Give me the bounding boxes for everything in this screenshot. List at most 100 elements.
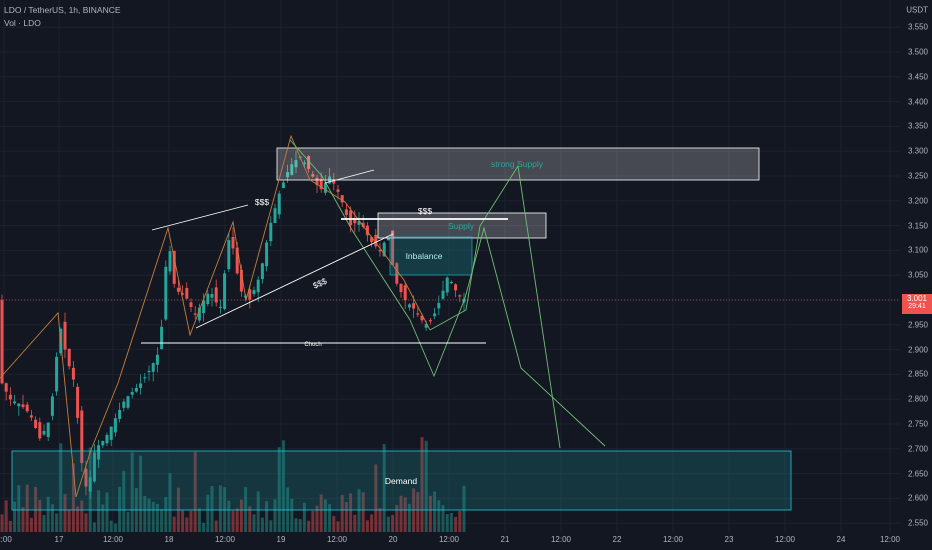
candle-body	[374, 234, 378, 247]
candle-body	[0, 300, 4, 384]
candle-body	[130, 392, 134, 395]
candle-body	[105, 434, 109, 444]
volume-bar	[374, 464, 378, 532]
candle-body	[126, 396, 130, 408]
strong-supply-label: strong Supply	[491, 159, 544, 169]
volume-bar	[50, 504, 54, 532]
candle-body	[239, 269, 243, 292]
time-tick: 18	[164, 535, 174, 544]
time-tick: 19	[276, 535, 286, 544]
symbol-title[interactable]: LDO / TetherUS, 1h, BINANCE	[4, 5, 121, 15]
candle-body	[319, 179, 323, 190]
candle-body	[311, 174, 315, 177]
volume-bar	[454, 516, 458, 532]
volume-bar	[130, 452, 134, 532]
candle-body	[76, 386, 80, 418]
inbalance-zone	[389, 236, 473, 276]
price-tick: 2.900	[907, 345, 928, 355]
candle-body	[193, 313, 197, 315]
volume-bar	[273, 499, 277, 532]
candle-body	[407, 304, 411, 308]
price-tick: 3.550	[907, 22, 928, 32]
candle-body	[92, 452, 96, 482]
candle-body	[428, 320, 432, 322]
current-price-tag: 3.001 29:41	[902, 294, 932, 314]
candle-body	[403, 285, 407, 301]
candle-body	[189, 302, 193, 307]
candle-body	[445, 277, 449, 293]
candle-body	[437, 302, 441, 309]
volume-bar	[92, 522, 96, 532]
price-tick: 2.750	[907, 419, 928, 429]
candle-body	[433, 313, 437, 317]
volume-bar	[361, 492, 365, 532]
price-tick: 3.300	[907, 146, 928, 156]
volume-bar	[357, 489, 361, 532]
candle-body	[412, 303, 416, 309]
time-tick: 12:00	[662, 535, 684, 544]
price-tick: 3.400	[907, 97, 928, 107]
volume-bar	[109, 520, 113, 532]
volume-bar	[416, 492, 420, 532]
time-tick: 22	[612, 535, 622, 544]
candle-body	[231, 236, 235, 249]
candle-body	[227, 240, 231, 270]
volume-bar	[332, 515, 336, 532]
candle-body	[42, 430, 46, 435]
price-tick: 3.050	[907, 270, 928, 280]
price-axis[interactable]: USDT 3.550 3.500 3.450 3.400 3.350 3.300 3.250…	[900, 0, 932, 532]
candle-body	[147, 370, 151, 373]
price-tick: 2.650	[907, 469, 928, 479]
volume-bar	[353, 514, 357, 532]
candle-body	[197, 307, 201, 321]
volume-bar	[143, 495, 147, 532]
volume-bar	[210, 486, 214, 532]
time-tick: 12:00	[774, 535, 796, 544]
volume-bar	[181, 510, 185, 532]
supply-zone	[377, 212, 547, 239]
volume-bar	[155, 503, 159, 532]
volume-indicator-title[interactable]: Vol · LDO	[4, 18, 41, 28]
candle-body	[281, 182, 285, 189]
candle-body	[4, 383, 8, 392]
price-tick: 3.100	[907, 245, 928, 255]
candle-body	[168, 251, 172, 272]
volume-bar	[223, 487, 227, 532]
volume-bar	[214, 520, 218, 532]
zigzag-history-path	[0, 134, 431, 498]
volume-bar	[365, 520, 369, 532]
candle-body	[101, 441, 105, 446]
volume-bar	[97, 490, 101, 532]
price-tick: 2.600	[907, 493, 928, 503]
volume-bar	[4, 500, 8, 532]
volume-bar	[126, 511, 130, 532]
candle-body	[139, 383, 143, 388]
candle-body	[252, 290, 256, 295]
liquidity-label: $$$	[311, 276, 328, 291]
candle-body	[441, 290, 445, 299]
volume-bar	[449, 512, 453, 532]
candle-countdown: 29:41	[908, 303, 926, 310]
candle-body	[315, 177, 319, 185]
volume-bar	[441, 505, 445, 532]
time-axis[interactable]: 2:00 17 12:00 18 12:00 19 12:00 20 12:00 21 12:00 2…	[0, 532, 932, 550]
volume-bar	[307, 520, 311, 532]
candle-body	[294, 160, 298, 168]
volume-bar	[290, 498, 294, 532]
candle-body	[273, 208, 277, 224]
volume-bar	[67, 509, 71, 532]
volume-bar	[391, 514, 395, 532]
volume-bar	[25, 484, 29, 532]
candle-body	[323, 182, 327, 193]
price-tick: 2.850	[907, 369, 928, 379]
candle-body	[151, 363, 155, 372]
candle-body	[185, 287, 189, 299]
current-price: 3.001	[906, 294, 928, 303]
volume-bar	[269, 520, 273, 532]
volume-bar	[139, 455, 143, 532]
volume-bar	[235, 508, 239, 532]
candle-body	[307, 156, 311, 169]
price-tick: 3.200	[907, 196, 928, 206]
liquidity-label: $$$	[255, 197, 269, 207]
